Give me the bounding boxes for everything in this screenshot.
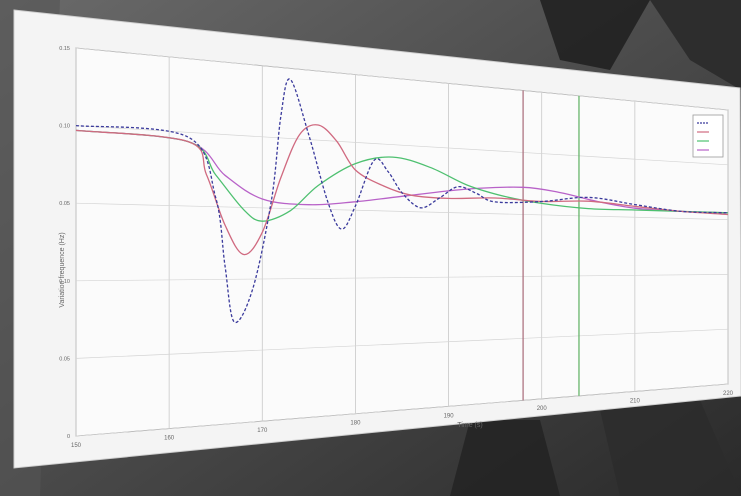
grid xyxy=(75,47,729,437)
x-tick-label: 170 xyxy=(257,428,268,434)
x-tick-label: 160 xyxy=(164,436,175,442)
y-tick-label: 0 xyxy=(67,434,70,440)
x-tick-label: 190 xyxy=(444,413,455,419)
series-line-3 xyxy=(75,129,729,222)
plot-area xyxy=(75,47,729,437)
y-axis-label: Variation frequence (Hz) xyxy=(59,232,66,307)
y-tick-label: 0.10 xyxy=(59,279,70,285)
y-tick-label: 0.15 xyxy=(59,46,70,52)
y-tick-label: 0.05 xyxy=(59,201,70,207)
y-gridline xyxy=(75,274,729,282)
x-tick-label: 150 xyxy=(71,443,82,449)
series-line-1 xyxy=(75,78,729,324)
x-tick-label: 180 xyxy=(350,421,361,427)
y-gridline xyxy=(75,383,729,437)
x-tick-label: 220 xyxy=(723,391,734,397)
x-tick-label: 210 xyxy=(630,398,641,404)
series-line-4 xyxy=(75,129,729,214)
series-lines xyxy=(75,78,729,324)
x-tick-label: 200 xyxy=(537,406,548,412)
y-tick-label: 0.05 xyxy=(59,356,70,362)
series-line-2 xyxy=(75,124,729,256)
legend xyxy=(692,114,724,158)
x-axis-label: Time (s) xyxy=(457,422,482,429)
y-gridline xyxy=(75,328,729,359)
tick-labels: 150 160 170 180 190 200 210 220 0 0.05 0.10 0.05 0.1… xyxy=(59,46,733,449)
vertical-markers xyxy=(522,90,580,401)
y-gridline xyxy=(75,125,729,166)
legend-box xyxy=(692,114,724,158)
y-tick-label: 0.10 xyxy=(59,124,70,130)
y-gridline xyxy=(75,47,729,111)
y-gridline xyxy=(75,202,729,220)
